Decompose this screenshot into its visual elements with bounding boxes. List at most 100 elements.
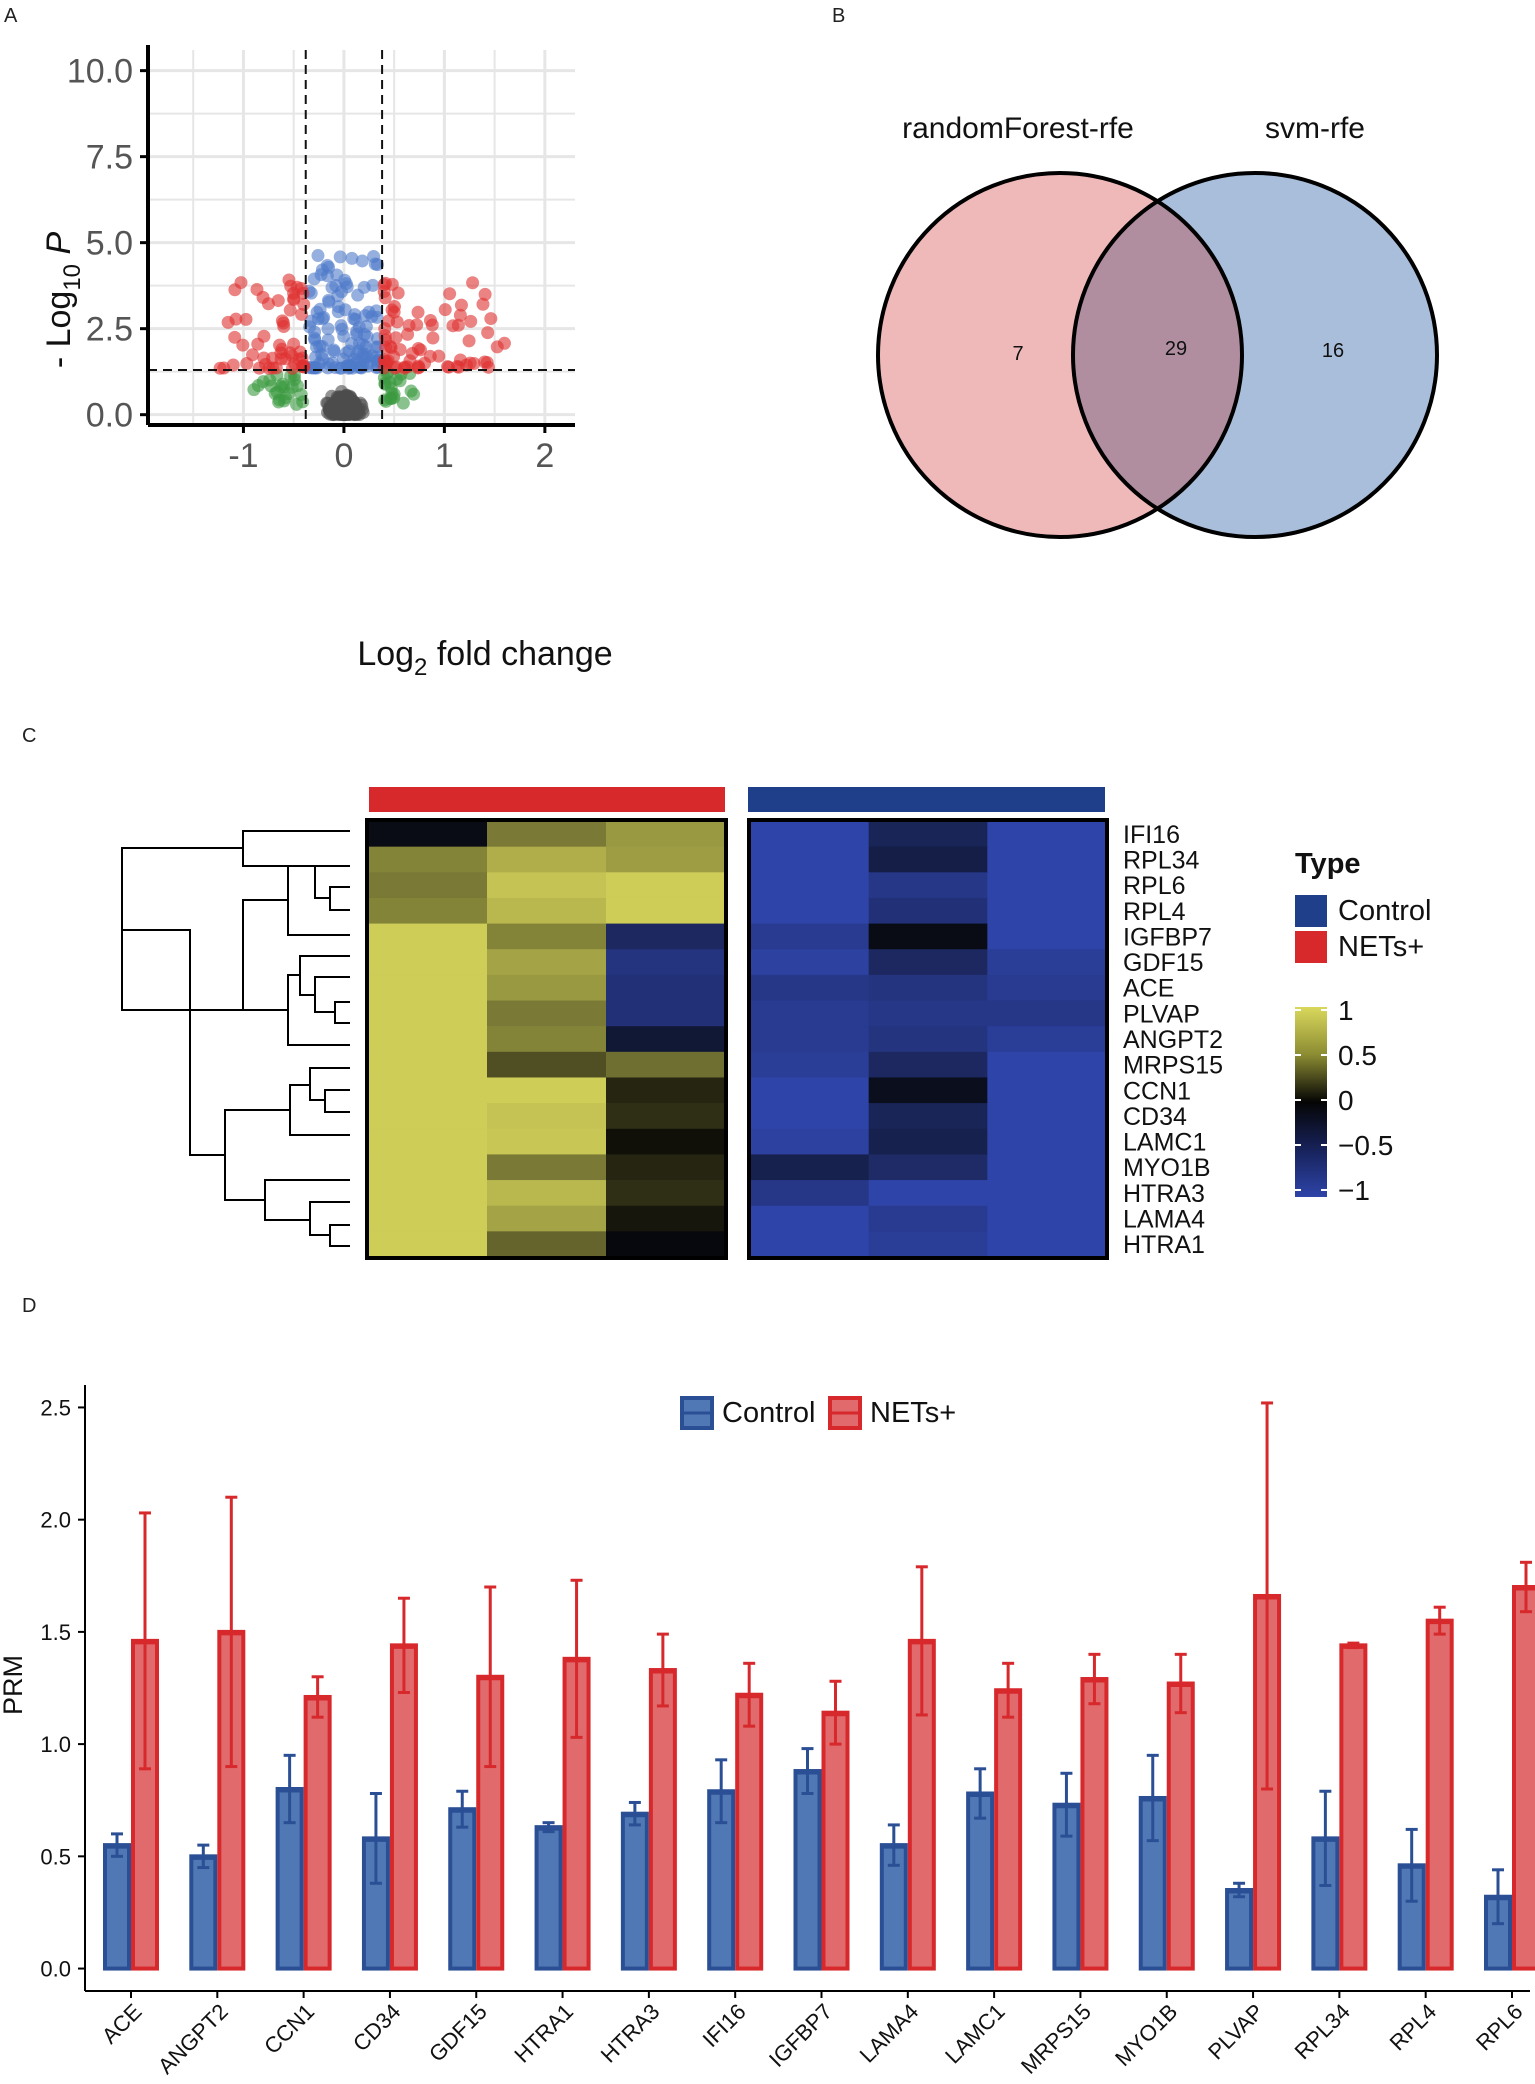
heatmap-row-label: RPL4 <box>1123 898 1186 926</box>
legend-swatch-nets <box>1295 931 1327 963</box>
volcano-point-p-log2fc <box>478 355 492 369</box>
colorbar <box>1295 1007 1327 1197</box>
volcano-x-tick-label: 0 <box>334 437 353 475</box>
heatmap-cell-control <box>868 1205 988 1232</box>
heatmap-cell-nets <box>368 872 488 899</box>
volcano-point-p-log2fc <box>221 315 235 329</box>
heatmap-cell-nets <box>606 1051 726 1079</box>
heatmap-cell-control <box>750 1205 870 1232</box>
heatmap-cell-control <box>750 897 870 925</box>
volcano-point-p-log2fc <box>478 287 492 301</box>
volcano-point-p-log2fc <box>217 361 231 375</box>
heatmap-cell-nets <box>368 1128 488 1156</box>
heatmap-cell-control <box>750 846 870 873</box>
heatmap-cell-control <box>987 1000 1107 1027</box>
heatmap-cell-nets <box>368 846 488 873</box>
heatmap-cell-control <box>750 821 870 848</box>
venn-set-label-randomforest: randomForest-rfe <box>902 112 1134 145</box>
heatmap-cell-control <box>987 897 1107 925</box>
heatmap-cell-nets <box>368 974 488 1002</box>
volcano-point-p <box>338 303 352 317</box>
heatmap-cell-control <box>987 1205 1107 1232</box>
bars <box>103 1401 1535 1971</box>
colorbar-ticks: 1 0.5 0 −0.5 −1 <box>1295 995 1393 1206</box>
bar-y-tick-label: 1.0 <box>40 1732 71 1757</box>
heatmap-cell-nets <box>606 846 726 873</box>
heatmap-cell-nets <box>606 1000 726 1027</box>
heatmap-row-label: PLVAP <box>1123 1000 1200 1028</box>
bar-y-tick-label: 1.5 <box>40 1620 71 1645</box>
volcano-point-p-log2fc <box>462 334 476 348</box>
dendro-link <box>309 1067 350 1101</box>
bar-nets- <box>821 1710 850 1971</box>
heatmap-cell-control <box>868 846 988 873</box>
heatmap-cell-control <box>750 1051 870 1079</box>
heatmap-row-label: RPL34 <box>1123 846 1200 874</box>
volcano-point-p-log2fc <box>453 308 467 322</box>
volcano-point-p-log2fc <box>413 343 427 357</box>
volcano-point-p-log2fc <box>411 361 425 375</box>
bar-x-tick-label: PLVAP <box>1203 1999 1269 2065</box>
volcano-point-log2fc <box>396 396 410 410</box>
volcano-point-p-log2fc <box>271 294 285 308</box>
heatmap-cell-nets <box>606 949 726 976</box>
bar-nets- <box>217 1629 246 1971</box>
heatmap-cell-nets <box>606 1026 726 1053</box>
volcano-point-p-log2fc <box>377 278 391 292</box>
volcano-y-axis-title: - Log10 P <box>40 232 86 369</box>
heatmap-cell-control <box>750 1128 870 1156</box>
bar-control <box>879 1843 908 1971</box>
volcano-point-p-log2fc <box>411 305 425 319</box>
heatmap-cell-control <box>750 1180 870 1207</box>
volcano-y-tick-label: 2.5 <box>86 311 133 349</box>
bar-control <box>189 1854 218 1971</box>
dendro-link <box>189 1120 225 1156</box>
volcano-point-log2fc <box>277 394 291 408</box>
bar-x-tick-label: HTRA3 <box>596 1999 665 2068</box>
heatmap-cell-control <box>868 872 988 899</box>
heatmap-cell-control <box>987 1231 1107 1258</box>
heatmap-cell-control <box>868 1180 988 1207</box>
dendro-link <box>264 1179 350 1221</box>
heatmap-cell-control <box>868 949 988 976</box>
annotation-bar-nets <box>369 787 725 812</box>
volcano-point-log2fc <box>385 386 399 400</box>
heatmap-row-label: RPL6 <box>1123 872 1186 900</box>
volcano-point-p <box>357 280 371 294</box>
volcano-point-log2fc <box>290 397 304 411</box>
volcano-point-p-log2fc <box>228 330 242 344</box>
heatmap-cell-control <box>868 1051 988 1079</box>
colorbar-tick-label: −1 <box>1338 1175 1370 1206</box>
volcano-point-p-log2fc <box>443 287 457 301</box>
heatmap-cell-nets <box>368 1205 488 1232</box>
dendro-link <box>122 929 191 1140</box>
volcano-point-p <box>314 268 328 282</box>
heatmap-cell-nets <box>606 872 726 899</box>
heatmap-cell-nets <box>487 821 607 848</box>
volcano-point-ns <box>339 395 353 409</box>
dendro-link <box>242 830 350 867</box>
heatmap-row-label: LAMA4 <box>1123 1206 1205 1234</box>
heatmap-border-control <box>747 818 1109 1260</box>
volcano-point-p-log2fc <box>283 303 297 317</box>
heatmap-row-label: HTRA1 <box>1123 1231 1205 1259</box>
heatmap-cell-control <box>868 923 988 950</box>
volcano-point-p <box>340 280 354 294</box>
volcano-point-p-log2fc <box>266 351 280 365</box>
heatmap-cell-nets <box>606 1077 726 1104</box>
legend-label-nets: NETs+ <box>1338 931 1424 963</box>
heatmap-cell-nets <box>606 897 726 925</box>
volcano-point-p <box>360 357 374 371</box>
heatmap-cell-nets <box>606 1103 726 1130</box>
heatmap-cell-nets <box>368 1000 488 1027</box>
volcano-point-p-log2fc <box>476 297 490 311</box>
heatmap-cell-control <box>750 1103 870 1130</box>
volcano-point-p-log2fc <box>451 318 465 332</box>
bar-x-tick-label: RPL34 <box>1290 1999 1355 2064</box>
bar-control <box>1225 1888 1254 1971</box>
volcano-point-p <box>348 308 362 322</box>
heatmap-cell-nets <box>606 1128 726 1156</box>
heatmap-cell-control <box>987 1077 1107 1104</box>
volcano-point-p-log2fc <box>426 331 440 345</box>
volcano-point-p-log2fc <box>402 318 416 332</box>
